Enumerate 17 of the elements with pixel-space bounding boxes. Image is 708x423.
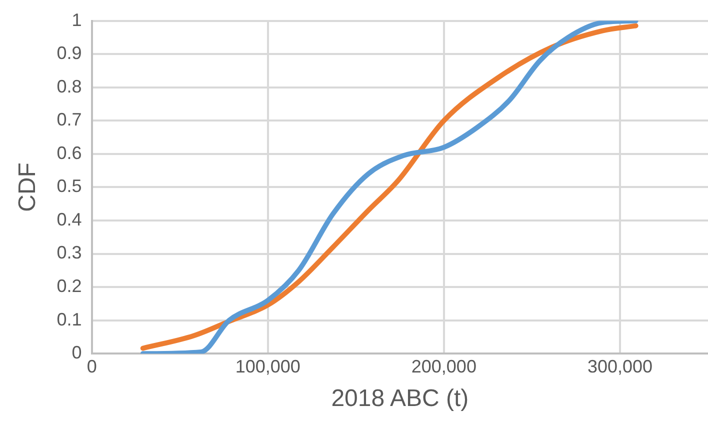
x-tick-label: 100,000 bbox=[235, 356, 300, 376]
y-tick-label: 0.3 bbox=[56, 242, 82, 263]
x-tick-label: 300,000 bbox=[587, 356, 653, 376]
y-tick-label: 0.9 bbox=[56, 43, 82, 64]
y-tick-label: 0.8 bbox=[56, 76, 82, 96]
x-tick-label: 200,000 bbox=[411, 356, 476, 376]
x-axis-title: 2018 ABC (t) bbox=[331, 385, 469, 412]
y-tick-label: 0.6 bbox=[56, 142, 82, 163]
y-tick-label: 0.1 bbox=[56, 309, 82, 330]
x-tick-label: 0 bbox=[86, 356, 97, 376]
y-tick-label: 1 bbox=[72, 10, 82, 30]
y-tick-label: 0.7 bbox=[56, 110, 82, 130]
y-tick-label: 0 bbox=[72, 342, 82, 363]
y-tick-label: 0.5 bbox=[56, 176, 82, 196]
y-axis-title: CDF bbox=[14, 162, 42, 212]
y-tick-label: 0.2 bbox=[56, 276, 82, 296]
y-tick-label: 0.4 bbox=[56, 209, 82, 230]
